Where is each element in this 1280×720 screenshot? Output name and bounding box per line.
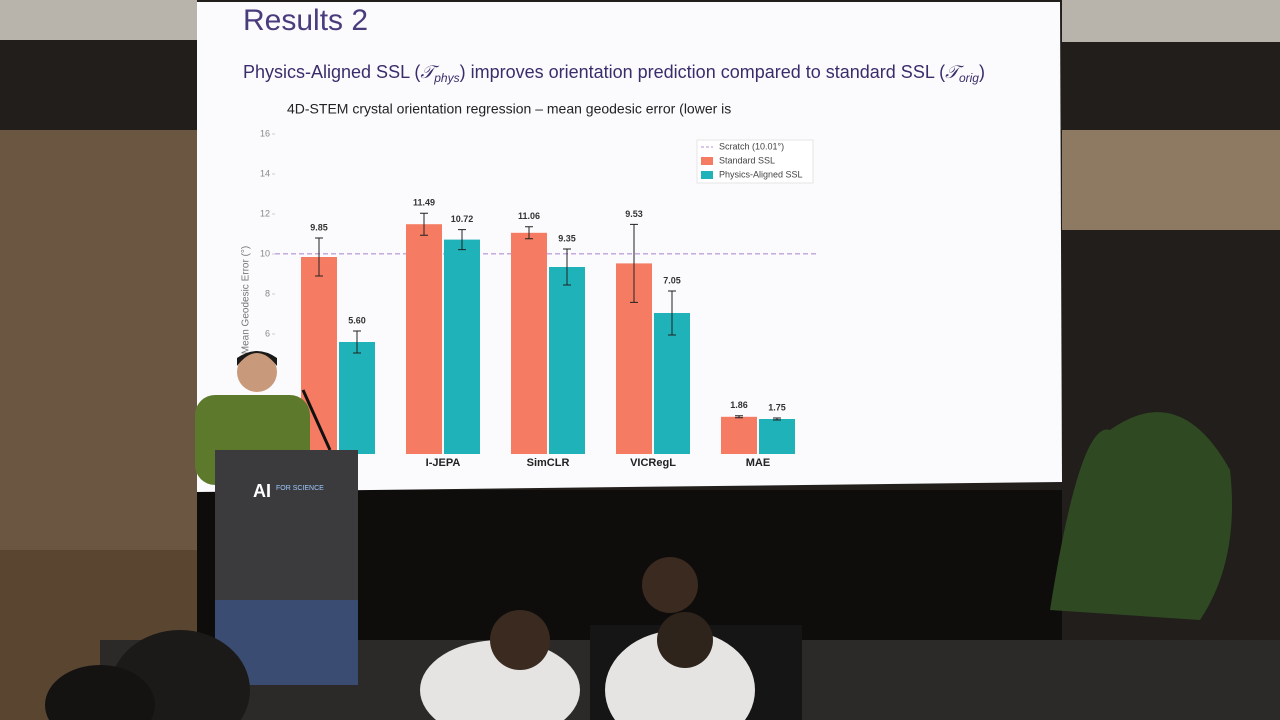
left-hall xyxy=(0,130,197,550)
x-tick-label: I-JEPA xyxy=(426,457,461,469)
error-bar xyxy=(630,223,638,303)
y-tick-label: 6 xyxy=(265,328,270,338)
y-tick-label: 12 xyxy=(260,208,270,218)
error-bar xyxy=(735,415,743,419)
y-tick-label: 14 xyxy=(260,168,270,178)
podium-logo: AI xyxy=(253,481,271,501)
chart-title: 4D-STEM crystal orientation regression –… xyxy=(287,101,731,117)
x-tick-label: MAE xyxy=(746,457,770,469)
data-label: 1.86 xyxy=(730,400,748,410)
x-tick-label: VICRegL xyxy=(630,457,676,469)
legend-label: Scratch (10.01°) xyxy=(719,141,784,151)
subtitle-part: orig xyxy=(959,71,979,85)
bar xyxy=(549,267,585,454)
audience-head xyxy=(642,557,698,613)
error-bar xyxy=(773,417,781,421)
slide-subtitle: Physics-Aligned SSL (𝒯phys) improves ori… xyxy=(243,62,985,85)
slide-title: Results 2 xyxy=(243,4,368,37)
error-bar xyxy=(458,229,466,251)
data-label: 10.72 xyxy=(451,214,474,224)
podium-event: FOR SCIENCE xyxy=(276,485,324,492)
subtitle-part: ) xyxy=(979,62,985,82)
bar xyxy=(654,313,690,454)
data-label: 9.85 xyxy=(310,222,328,232)
y-tick-label: 16 xyxy=(260,128,270,138)
bar xyxy=(721,416,757,454)
legend-label: Physics-Aligned SSL xyxy=(719,169,803,179)
data-label: 9.35 xyxy=(558,233,576,243)
data-label: 11.06 xyxy=(518,211,540,221)
data-label: 7.05 xyxy=(663,275,681,285)
ceiling xyxy=(0,0,197,40)
microphone xyxy=(301,389,332,451)
data-label: 11.49 xyxy=(413,198,435,208)
error-bar xyxy=(353,330,361,354)
y-tick-label: 8 xyxy=(265,288,270,298)
bar xyxy=(444,239,480,454)
legend-box xyxy=(696,139,814,184)
legend-swatch xyxy=(701,157,713,165)
data-label: 5.60 xyxy=(348,315,366,325)
speaker-hair xyxy=(237,351,277,366)
error-bar xyxy=(668,290,676,336)
error-bar xyxy=(420,212,428,236)
chart: 4D-STEM crystal orientation regression –… xyxy=(241,101,819,469)
bar xyxy=(511,232,547,454)
right-hall xyxy=(1062,130,1280,230)
speaker-head xyxy=(237,352,277,392)
audience xyxy=(605,630,755,720)
bar xyxy=(406,224,442,454)
plant xyxy=(1050,412,1232,620)
x-tick-label: SimCLR xyxy=(527,457,570,469)
ceiling xyxy=(1062,0,1280,42)
legend-label: Standard SSL xyxy=(719,155,775,165)
bar xyxy=(759,419,795,454)
audience-head xyxy=(490,610,550,670)
legend-swatch xyxy=(701,171,713,179)
subtitle-part: phys xyxy=(433,71,459,85)
y-tick-label: 10 xyxy=(260,248,270,258)
error-bar xyxy=(525,226,533,240)
subtitle-part: Physics-Aligned SSL ( xyxy=(243,62,420,82)
bar xyxy=(339,342,375,454)
error-bar xyxy=(563,248,571,286)
audience xyxy=(45,665,155,720)
subtitle-part: ) improves orientation prediction compar… xyxy=(460,62,946,82)
foreground: AI FOR SCIENCE xyxy=(45,351,1232,720)
y-axis-label: Mean Geodesic Error (°) xyxy=(241,246,252,354)
audience-head xyxy=(657,612,713,668)
error-bar xyxy=(315,237,323,277)
data-label: 1.75 xyxy=(768,402,786,412)
data-label: 9.53 xyxy=(625,209,643,219)
